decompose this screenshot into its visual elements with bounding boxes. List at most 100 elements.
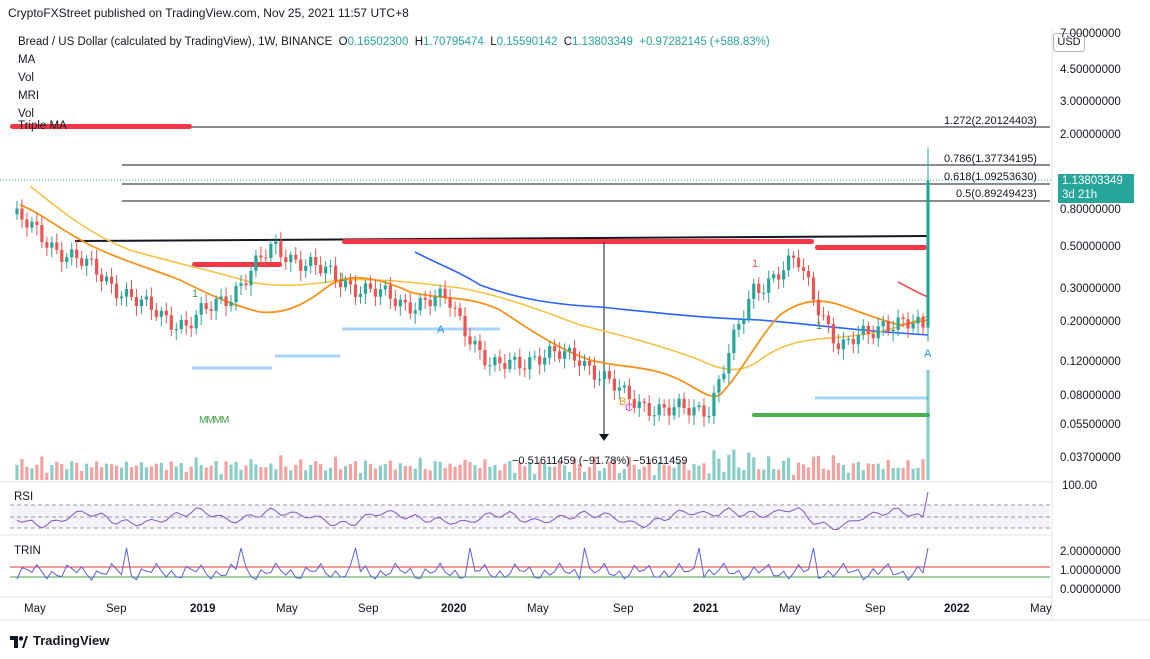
candle-body	[687, 407, 691, 416]
candle-body	[647, 403, 651, 416]
volume-bar	[129, 467, 134, 480]
price-axis-label: 2.00000000	[1060, 129, 1121, 141]
candle-body	[572, 347, 577, 361]
volume-bar	[20, 459, 24, 480]
volume-bar	[324, 470, 328, 480]
volume-bar	[478, 467, 482, 480]
volume-bar	[493, 464, 497, 480]
time-axis-label: May	[1030, 603, 1052, 615]
open-value: 0.16502300	[347, 36, 409, 48]
symbol-title[interactable]: Bread / US Dollar (calculated by Trading…	[18, 36, 333, 48]
volume-bar	[737, 467, 741, 480]
volume-bar	[418, 457, 422, 480]
rsi-label[interactable]: RSI	[14, 491, 34, 503]
candle-body	[533, 356, 537, 358]
candle-body	[866, 325, 870, 335]
volume-bar	[239, 469, 243, 480]
volume-bar	[647, 458, 651, 480]
volume-bar	[85, 463, 89, 480]
volume-bar	[30, 468, 34, 480]
volume-bar	[219, 474, 223, 480]
indicator-vol-2[interactable]: Vol	[18, 108, 34, 120]
volume-bar	[199, 464, 203, 480]
candle-body	[816, 299, 821, 316]
candle-body	[881, 321, 885, 327]
candle-body	[772, 274, 776, 279]
candle-body	[25, 219, 29, 228]
trin-label[interactable]: TRIN	[14, 545, 41, 557]
ma-blue	[414, 251, 929, 336]
indicator-triple-ma[interactable]: Triple MA	[18, 120, 67, 132]
candle-body	[124, 288, 129, 297]
candle-body	[204, 303, 208, 310]
indicator-ma[interactable]: MA	[18, 54, 36, 66]
volume-bar	[503, 463, 507, 480]
indicator-mri[interactable]: MRI	[18, 90, 40, 102]
candle-body	[612, 378, 616, 391]
candle-body	[214, 298, 218, 311]
candle-body	[886, 321, 890, 332]
candle-body	[254, 255, 258, 271]
blue-support-levels	[192, 327, 928, 400]
candle-body	[368, 283, 373, 289]
volume-bar	[642, 466, 646, 480]
candle-body	[338, 280, 343, 288]
candle-body	[95, 258, 99, 275]
candle-body	[55, 242, 59, 250]
candle-body	[154, 309, 158, 317]
candle-body	[209, 309, 213, 311]
candle-body	[488, 365, 492, 367]
volume-bar	[314, 461, 318, 480]
volume-bar	[791, 474, 796, 480]
candle-body	[518, 356, 522, 369]
candle-body	[129, 288, 134, 298]
price-axis-label: 0.08000000	[1060, 390, 1121, 402]
volume-bar	[483, 459, 487, 480]
volume-bar	[617, 473, 621, 480]
volume-bar	[916, 467, 920, 480]
volume-bar	[139, 462, 144, 480]
publish-line: CryptoFXStreet published on TradingView.…	[8, 6, 409, 20]
candle-body	[891, 329, 895, 332]
ma-red	[897, 281, 929, 298]
candle-body	[50, 242, 54, 248]
volume-bar	[333, 456, 338, 480]
candle-body	[453, 307, 457, 309]
candle-body	[134, 297, 139, 307]
candle-body	[80, 258, 84, 266]
candle-body	[304, 265, 308, 271]
candle-body	[921, 316, 925, 328]
volume-bar	[224, 461, 228, 480]
candle-body	[139, 299, 144, 307]
candle-body	[548, 346, 552, 358]
pattern-label-1: 1	[192, 288, 199, 300]
candle-body	[513, 356, 517, 360]
candle-body	[861, 325, 865, 335]
candle-body	[174, 329, 178, 331]
candle-body	[782, 270, 786, 280]
m-pattern-label: MMMM	[199, 415, 229, 426]
candle-body	[433, 296, 437, 307]
candle-body	[627, 385, 631, 400]
candle-body	[911, 323, 915, 329]
candle-body	[538, 356, 542, 365]
candle-body	[791, 255, 796, 258]
volume-bar	[329, 467, 333, 480]
candle-body	[294, 254, 298, 260]
volume-bar	[428, 470, 432, 480]
volume-bar	[473, 465, 477, 480]
trin-line	[16, 547, 929, 581]
tradingview-logo[interactable]: TradingView	[10, 633, 109, 648]
candle-body	[378, 289, 382, 297]
volume-bar	[448, 463, 452, 480]
rsi-line	[16, 491, 929, 531]
currency-button[interactable]: USD	[1053, 33, 1085, 52]
last-price-tag: 1.13803349 3d 21h	[1058, 174, 1134, 203]
candle-body	[259, 255, 263, 258]
volume-bar	[423, 469, 427, 480]
candle-body	[523, 368, 527, 370]
candle-body	[821, 315, 826, 317]
volume-bar	[398, 463, 402, 480]
indicator-vol[interactable]: Vol	[18, 72, 34, 84]
